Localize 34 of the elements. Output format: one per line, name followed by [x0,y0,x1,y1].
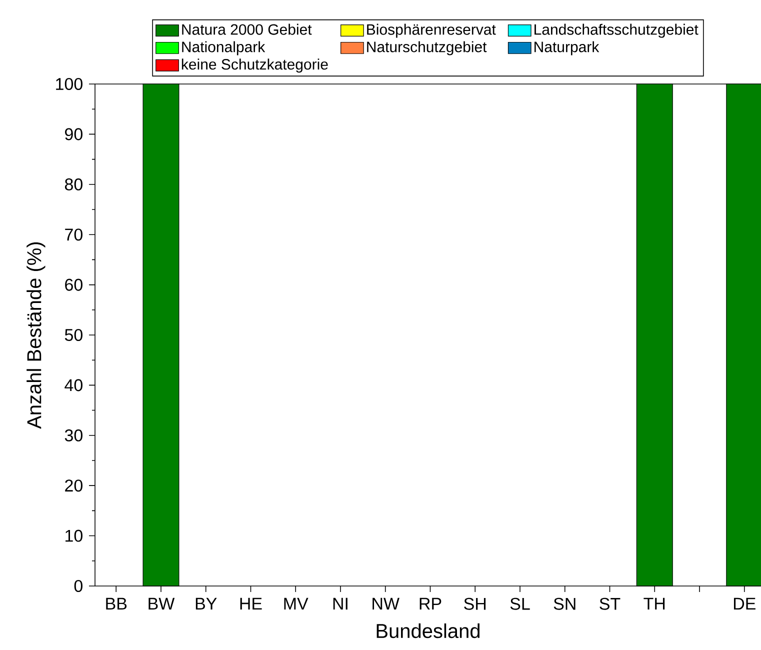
y-tick-label: 90 [65,128,82,140]
y-tick-label: 40 [64,379,82,392]
x-tick-label: NW [372,598,400,610]
y-tick-label: 50 [64,328,82,342]
x-tick-label: SL [510,598,530,610]
y-tick-label: 100 [56,78,82,90]
y-tick-label: 80 [64,178,82,190]
x-tick-label: SN [554,598,576,610]
legend-label: Naturschutzgebiet [367,41,487,56]
y-tick-label: 60 [65,278,82,291]
x-tick-label: NI [333,598,348,610]
x-tick-label: RP [420,598,442,610]
legend-label: Biosphärenreservat [367,24,496,38]
x-axis-title: Bundesland [376,623,480,638]
x-tick-label: DE [734,598,756,610]
y-tick-label: 70 [65,228,82,241]
y-tick-label: 0 [74,580,82,592]
y-tick-label: 10 [66,530,82,542]
x-tick-label: BB [106,598,127,610]
x-tick-label: BW [148,598,175,610]
x-tick-label: ST [600,598,620,610]
legend-label: keine Schutzkategorie [182,58,328,73]
legend-label: Nationalpark [182,41,266,56]
legend-label: Naturpark [534,41,600,56]
y-axis-title: Anzahl Bestände (%) [26,242,46,429]
legend-label: Landschaftsschutzgebiet [534,24,698,38]
x-tick-label: SH [464,598,486,610]
x-tick-label: BY [196,598,217,610]
x-tick-label: MV [284,598,308,610]
y-tick-label: 30 [64,429,82,442]
y-tick-label: 20 [65,480,82,492]
x-tick-label: TH [644,598,665,610]
x-tick-label: HE [240,598,262,610]
legend-label: Natura 2000 Gebiet [182,24,312,35]
